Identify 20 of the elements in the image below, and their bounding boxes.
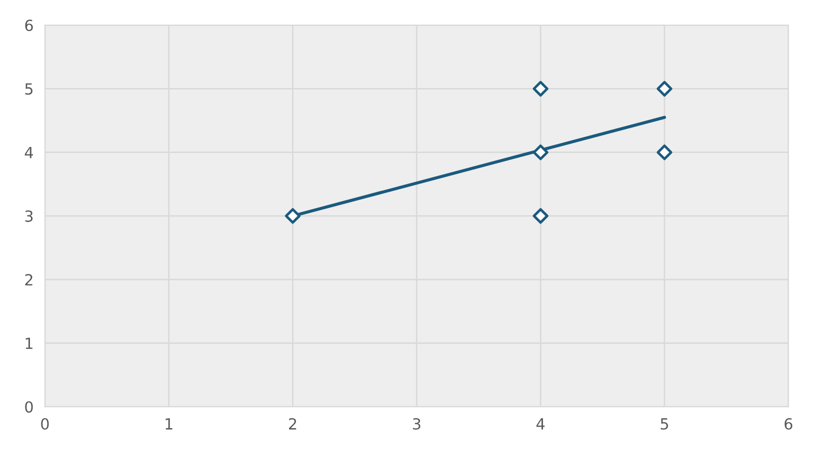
x-tick-label: 1 [166, 418, 172, 430]
y-tick-label: 2 [25, 274, 32, 286]
y-tick-label: 4 [24, 147, 33, 158]
x-tick-label: 3 [412, 418, 420, 430]
y-tick-label: 0 [25, 401, 33, 413]
y-tick-label: 5 [25, 83, 32, 95]
y-tick-label: 1 [26, 338, 32, 349]
point [532, 208, 548, 224]
point [284, 208, 301, 224]
x-tick-label: 4 [536, 418, 545, 430]
point [532, 144, 548, 160]
y-tick-label: 6 [25, 20, 33, 32]
y-tick-label: 3 [25, 210, 33, 222]
point [532, 80, 548, 97]
x-tick-label: 2 [289, 418, 296, 430]
point [656, 80, 672, 97]
x-tick-label: 5 [660, 418, 668, 430]
x-tick-label: 0 [41, 418, 49, 430]
point [656, 144, 672, 160]
x-tick-label: 6 [784, 418, 792, 430]
